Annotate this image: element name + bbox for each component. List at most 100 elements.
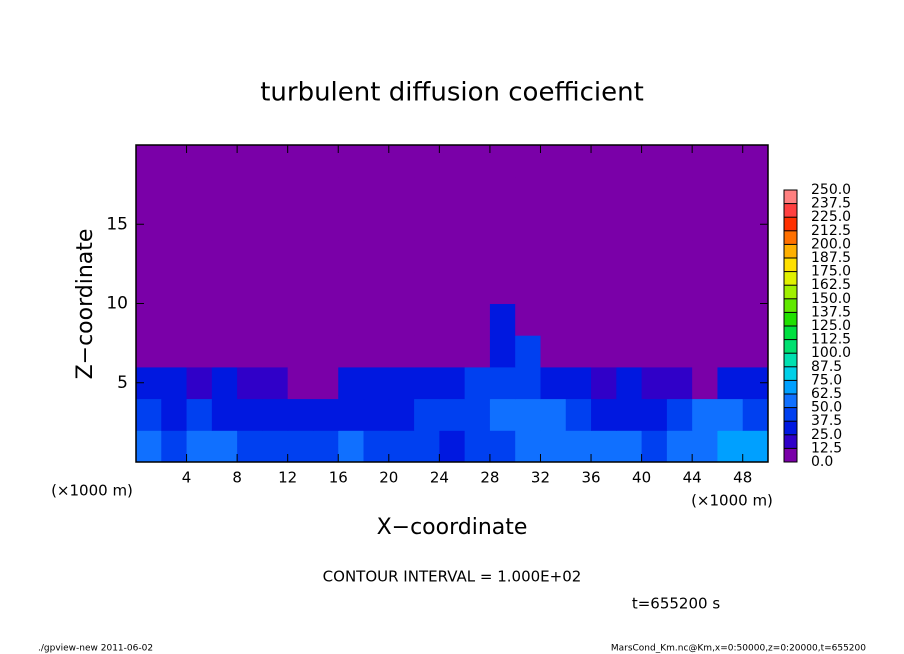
x-tick-label: 4 — [182, 469, 192, 487]
field-cell — [540, 240, 567, 273]
field-cell — [666, 303, 693, 336]
x-tick-label: 24 — [430, 469, 449, 487]
field-cell — [237, 366, 263, 400]
field-cell — [540, 335, 567, 368]
field-cell — [262, 208, 289, 241]
field-cell — [616, 303, 643, 336]
field-cell — [641, 430, 668, 463]
field-cell — [161, 271, 188, 304]
colorbar-label: 0.0 — [811, 454, 833, 470]
colorbar-box — [784, 434, 797, 449]
colorbar-box — [784, 407, 797, 422]
x-tick-label: 28 — [480, 469, 499, 487]
field-cell — [211, 208, 238, 241]
field-cell — [489, 176, 516, 209]
field-cell — [692, 240, 718, 273]
field-cell — [591, 145, 617, 178]
colorbar-label: 225.0 — [811, 209, 851, 225]
field-cell — [161, 335, 188, 368]
field-cell — [414, 303, 440, 336]
field-cell — [338, 366, 365, 400]
x-tick-label: 32 — [531, 469, 550, 487]
field-cell — [262, 335, 289, 368]
field-cell — [666, 145, 693, 178]
field-cell — [540, 303, 567, 336]
field-cell — [211, 430, 238, 463]
field-cell — [692, 303, 718, 336]
field-cell — [414, 430, 440, 463]
y-tick-label: 15 — [106, 214, 128, 234]
field-cell — [338, 303, 365, 336]
field-cell — [464, 271, 491, 304]
field-cell — [616, 398, 643, 431]
field-cell — [489, 366, 516, 400]
field-cell — [489, 240, 516, 273]
field-cell — [136, 430, 162, 463]
field-cell — [161, 430, 188, 463]
colorbar-box — [784, 285, 797, 299]
field-cell — [641, 366, 668, 400]
field-cell — [287, 335, 314, 368]
field-cell — [717, 366, 744, 400]
colorbar-box — [784, 326, 797, 340]
field-cell — [287, 208, 314, 241]
field-cell — [464, 430, 491, 463]
colorbar-label: 200.0 — [811, 236, 851, 252]
field-cell — [211, 335, 238, 368]
field-cell — [312, 398, 339, 431]
x-unit-left: (×1000 m) — [51, 482, 133, 500]
colorbar-label: 150.0 — [811, 291, 851, 307]
field-cell — [312, 240, 339, 273]
x-unit-right: (×1000 m) — [691, 492, 773, 510]
field-cell — [186, 240, 213, 273]
field-cell — [414, 271, 440, 304]
y-axis-label: Z−coordinate — [73, 229, 98, 380]
field-cell — [237, 430, 263, 463]
field-cell — [237, 335, 263, 368]
field-cell — [338, 208, 365, 241]
field-cell — [742, 430, 769, 463]
field-cell — [666, 366, 693, 400]
field-cell — [136, 303, 162, 336]
field-cell — [186, 430, 213, 463]
field-cell — [388, 398, 415, 431]
field-cell — [312, 303, 339, 336]
field-cell — [414, 208, 440, 241]
chart-title: turbulent diffusion coefficient — [260, 78, 644, 108]
field-cell — [414, 240, 440, 273]
field-cell — [742, 145, 769, 178]
field-cell — [211, 271, 238, 304]
field-cell — [211, 398, 238, 431]
field-cell — [489, 430, 516, 463]
colorbar-box — [784, 258, 797, 272]
field-cell — [211, 240, 238, 273]
field-cell — [237, 398, 263, 431]
field-cell — [363, 271, 390, 304]
colorbar-box — [784, 380, 797, 394]
field-cell — [717, 176, 744, 209]
field-cell — [489, 303, 516, 336]
field-cell — [186, 398, 213, 431]
field-cell — [515, 303, 541, 336]
field-cell — [262, 398, 289, 431]
field-cell — [262, 176, 289, 209]
field-cell — [388, 240, 415, 273]
field-cell — [312, 430, 339, 463]
colorbar-box — [784, 353, 797, 367]
colorbar-label: 37.5 — [811, 413, 842, 429]
annotation: CONTOUR INTERVAL = 1.000E+02 — [323, 568, 582, 586]
field-cell — [363, 176, 390, 209]
field-cell — [312, 366, 339, 400]
field-cell — [565, 430, 592, 463]
field-cell — [515, 240, 541, 273]
field-cell — [742, 303, 769, 336]
colorbar-label: 112.5 — [811, 332, 851, 348]
field-cell — [641, 335, 668, 368]
field-cell — [565, 366, 592, 400]
field-cell — [591, 208, 617, 241]
colorbar-label: 212.5 — [811, 223, 851, 239]
field-cell — [591, 430, 617, 463]
colorbar-label: 162.5 — [811, 277, 851, 293]
field-cell — [262, 366, 289, 400]
field-cell — [464, 176, 491, 209]
